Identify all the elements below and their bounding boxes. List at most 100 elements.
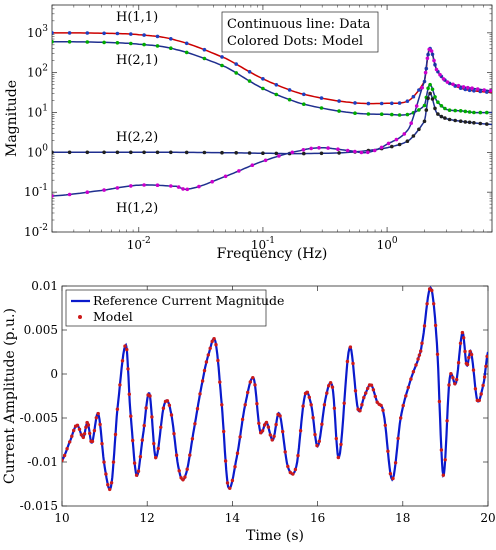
model-dot xyxy=(206,353,210,357)
model-dot-H2-2 xyxy=(447,117,452,122)
model-dot xyxy=(463,349,467,354)
model-dot-H1-2 xyxy=(169,184,173,188)
model-dot xyxy=(156,446,160,451)
model-dot-H1-2 xyxy=(176,185,181,189)
model-dot-H1-1 xyxy=(67,31,72,35)
model-dot xyxy=(152,441,156,446)
model-dot-H2-1 xyxy=(184,50,189,55)
model-dot-H2-2 xyxy=(458,119,463,123)
model-dot-H2-2 xyxy=(220,150,224,155)
model-dot xyxy=(131,438,135,443)
y-tick-label-1: 102 xyxy=(27,64,48,80)
model-dot-H1-2 xyxy=(438,72,442,77)
model-dot xyxy=(435,352,440,356)
model-dot xyxy=(456,361,461,365)
model-dot-H1-2 xyxy=(290,150,295,155)
model-dot-H2-1 xyxy=(155,44,160,48)
model-dot-H2-1 xyxy=(129,41,133,46)
model-dot xyxy=(484,364,488,368)
model-dot-H2-1 xyxy=(353,111,357,115)
model-dot xyxy=(172,432,176,436)
model-dot-H2-1 xyxy=(52,39,54,44)
model-dot xyxy=(404,394,408,398)
model-dot xyxy=(218,380,222,384)
model-dot xyxy=(467,355,471,360)
model-dot-H1-1 xyxy=(337,99,341,103)
model-dot xyxy=(260,429,265,433)
y-tick-label-1: 100 xyxy=(27,143,48,159)
model-dot xyxy=(174,453,179,457)
model-dot-H1-2 xyxy=(181,187,185,191)
x-tick-label-1: 10-2 xyxy=(127,236,151,252)
model-dot xyxy=(422,324,427,328)
model-dot xyxy=(92,428,97,433)
model-dot-H2-2 xyxy=(274,151,279,156)
model-dot xyxy=(204,360,209,364)
model-dot-H2-2 xyxy=(453,118,458,123)
model-dot xyxy=(132,461,137,465)
model-dot-H2-1 xyxy=(430,87,435,92)
model-dot xyxy=(473,387,478,391)
model-dot xyxy=(373,394,377,399)
model-dot-H1-2 xyxy=(429,49,434,53)
model-dot xyxy=(481,383,485,388)
model-dot-H1-2 xyxy=(129,184,133,188)
model-dot xyxy=(462,336,466,340)
model-dot-H1-2 xyxy=(366,150,370,155)
model-dot-H2-1 xyxy=(463,109,468,114)
model-dot xyxy=(126,367,130,371)
model-dot-H1-1 xyxy=(247,70,252,74)
model-dot xyxy=(441,473,445,477)
model-dot xyxy=(353,389,358,393)
model-dot xyxy=(388,472,393,476)
model-dot xyxy=(262,423,267,427)
model-dot xyxy=(296,453,300,458)
model-dot-H1-1 xyxy=(287,88,292,92)
model-dot xyxy=(161,406,166,410)
x-tick-label-1: 100 xyxy=(377,236,398,252)
model-dot-H2-2 xyxy=(261,151,265,155)
legend-label-reference: Reference Current Magnitude xyxy=(93,293,284,308)
model-dot xyxy=(443,458,447,462)
model-dot-H2-2 xyxy=(115,150,120,155)
model-dot-H1-2 xyxy=(482,88,487,92)
model-dot xyxy=(401,403,405,408)
model-dot xyxy=(439,448,444,452)
model-dot xyxy=(320,422,324,426)
model-dot-H2-1 xyxy=(142,42,146,47)
model-dot-H2-1 xyxy=(379,112,384,116)
model-dot xyxy=(339,442,343,447)
model-dot-H2-2 xyxy=(436,112,440,116)
model-dot-H2-2 xyxy=(85,150,90,155)
model-dot-H2-1 xyxy=(169,46,173,50)
model-dot xyxy=(185,467,189,471)
model-dot-H1-2 xyxy=(420,85,425,90)
x-axis-label-2: Time (s) xyxy=(246,528,304,544)
model-dot xyxy=(366,386,370,391)
model-dot-H2-2 xyxy=(467,120,472,125)
model-dot xyxy=(433,323,438,328)
model-dot xyxy=(77,427,82,431)
model-dot xyxy=(396,436,400,441)
model-dot-H1-1 xyxy=(417,88,421,92)
model-dot-H1-2 xyxy=(326,146,330,150)
model-dot-H2-1 xyxy=(390,112,394,117)
model-dot xyxy=(113,432,118,437)
model-dot xyxy=(278,414,282,418)
model-dot-H2-2 xyxy=(472,121,476,125)
model-dot-H2-1 xyxy=(433,95,437,99)
model-dot-H1-2 xyxy=(409,121,414,125)
model-dot xyxy=(479,392,483,396)
x-tick-label-2: 16 xyxy=(310,511,325,525)
model-dot-H2-2 xyxy=(390,144,394,149)
model-dot xyxy=(195,407,200,411)
model-dot xyxy=(138,455,143,459)
model-dot-H2-2 xyxy=(463,120,468,124)
model-dot-H2-1 xyxy=(85,40,90,44)
model-dot xyxy=(228,486,232,490)
model-dot-H2-2 xyxy=(397,142,402,147)
model-dot-H1-2 xyxy=(461,85,466,89)
model-dot-H1-1 xyxy=(115,31,120,36)
model-dot xyxy=(240,417,245,422)
data-line-H2-1 xyxy=(52,40,492,116)
